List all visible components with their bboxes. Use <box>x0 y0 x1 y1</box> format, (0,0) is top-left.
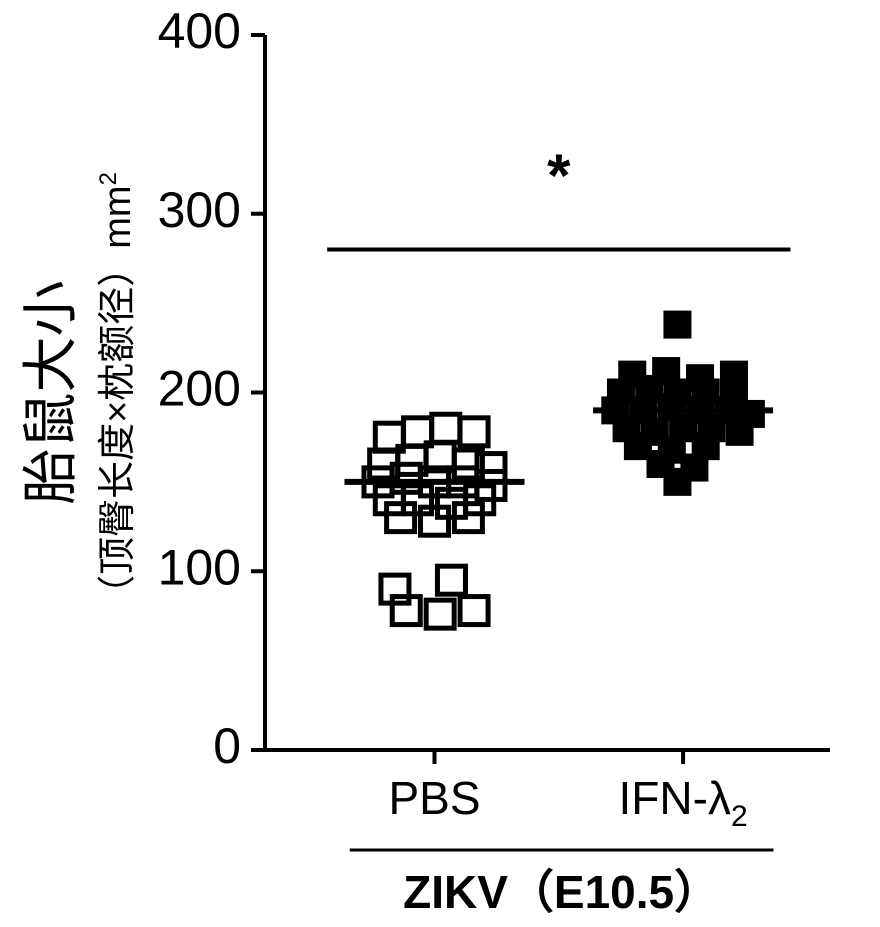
scatter-chart: 0 100 200 300 400 PBS IFN-λ2 ZIKV（E10.5） 胎鼠大小 （顶臀… <box>0 0 880 927</box>
y-tick-label: 400 <box>158 3 241 59</box>
y-tick-label: 300 <box>158 182 241 238</box>
data-point <box>663 311 691 339</box>
y-axis-title-line1: 胎鼠大小 <box>19 281 82 505</box>
y-tick-label: 100 <box>158 539 241 595</box>
x-category-label: IFN-λ2 <box>619 772 748 833</box>
data-point <box>663 468 691 496</box>
y-tick-label: 200 <box>158 361 241 417</box>
data-point <box>726 418 754 446</box>
significance-star: * <box>547 142 571 209</box>
y-tick-label: 0 <box>213 718 241 774</box>
chart-container: 0 100 200 300 400 PBS IFN-λ2 ZIKV（E10.5） 胎鼠大小 （顶臀… <box>0 0 880 927</box>
y-axis-title-line2: （顶臀长度×枕额径）mm2 <box>95 172 139 613</box>
x-group-label: ZIKV（E10.5） <box>403 866 720 918</box>
x-category-label: PBS <box>388 772 480 824</box>
